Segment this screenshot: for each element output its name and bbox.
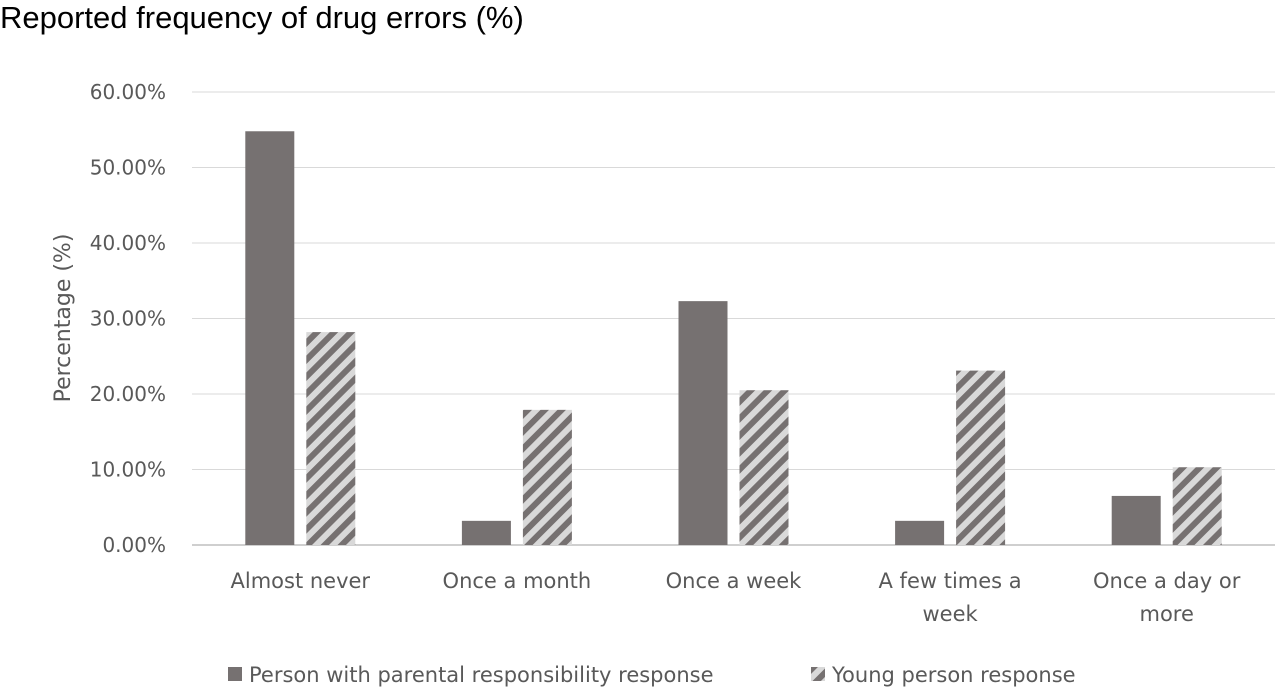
y-tick-label: 10.00%: [90, 458, 166, 482]
legend-label: Young person response: [831, 663, 1076, 687]
bar-parental-response: [895, 520, 945, 545]
y-tick-label: 20.00%: [90, 382, 166, 406]
legend-label: Person with parental responsibility resp…: [249, 663, 714, 687]
y-tick-label: 30.00%: [90, 307, 166, 331]
y-tick-label: 50.00%: [90, 156, 166, 180]
y-axis-ticks: 0.00% 10.00% 20.00% 30.00% 40.00% 50.00% 60.00…: [90, 80, 166, 557]
x-tick-label: week: [923, 602, 979, 626]
x-tick-label: more: [1139, 602, 1193, 626]
y-axis-label: Percentage (%): [51, 234, 76, 403]
bar-young-person-response: [739, 390, 789, 545]
bar-young-person-response: [1172, 467, 1222, 545]
chart-title: Reported frequency of drug errors (%): [0, 0, 524, 35]
x-axis-ticks: Almost never Once a month Once a week A few…: [231, 569, 1241, 626]
bars: [245, 131, 1222, 545]
x-tick-label: Once a week: [666, 569, 803, 593]
legend-swatch: [228, 667, 242, 681]
bar-parental-response: [1111, 495, 1161, 545]
y-tick-label: 40.00%: [90, 231, 166, 255]
x-tick-label: Almost never: [231, 569, 371, 593]
x-tick-label: Once a month: [443, 569, 592, 593]
gridlines: [192, 91, 1275, 546]
legend: Person with parental responsibility resp…: [228, 663, 1076, 687]
legend-swatch: [811, 667, 825, 681]
bar-parental-response: [461, 520, 511, 545]
x-tick-label: A few times a: [879, 569, 1022, 593]
x-tick-label: Once a day or: [1093, 569, 1241, 593]
bar-parental-response: [678, 301, 728, 545]
bar-young-person-response: [956, 370, 1006, 545]
bar-young-person-response: [306, 332, 356, 545]
y-tick-label: 60.00%: [90, 80, 166, 104]
y-tick-label: 0.00%: [102, 533, 166, 557]
bar-young-person-response: [522, 409, 572, 545]
bar-parental-response: [245, 131, 295, 545]
